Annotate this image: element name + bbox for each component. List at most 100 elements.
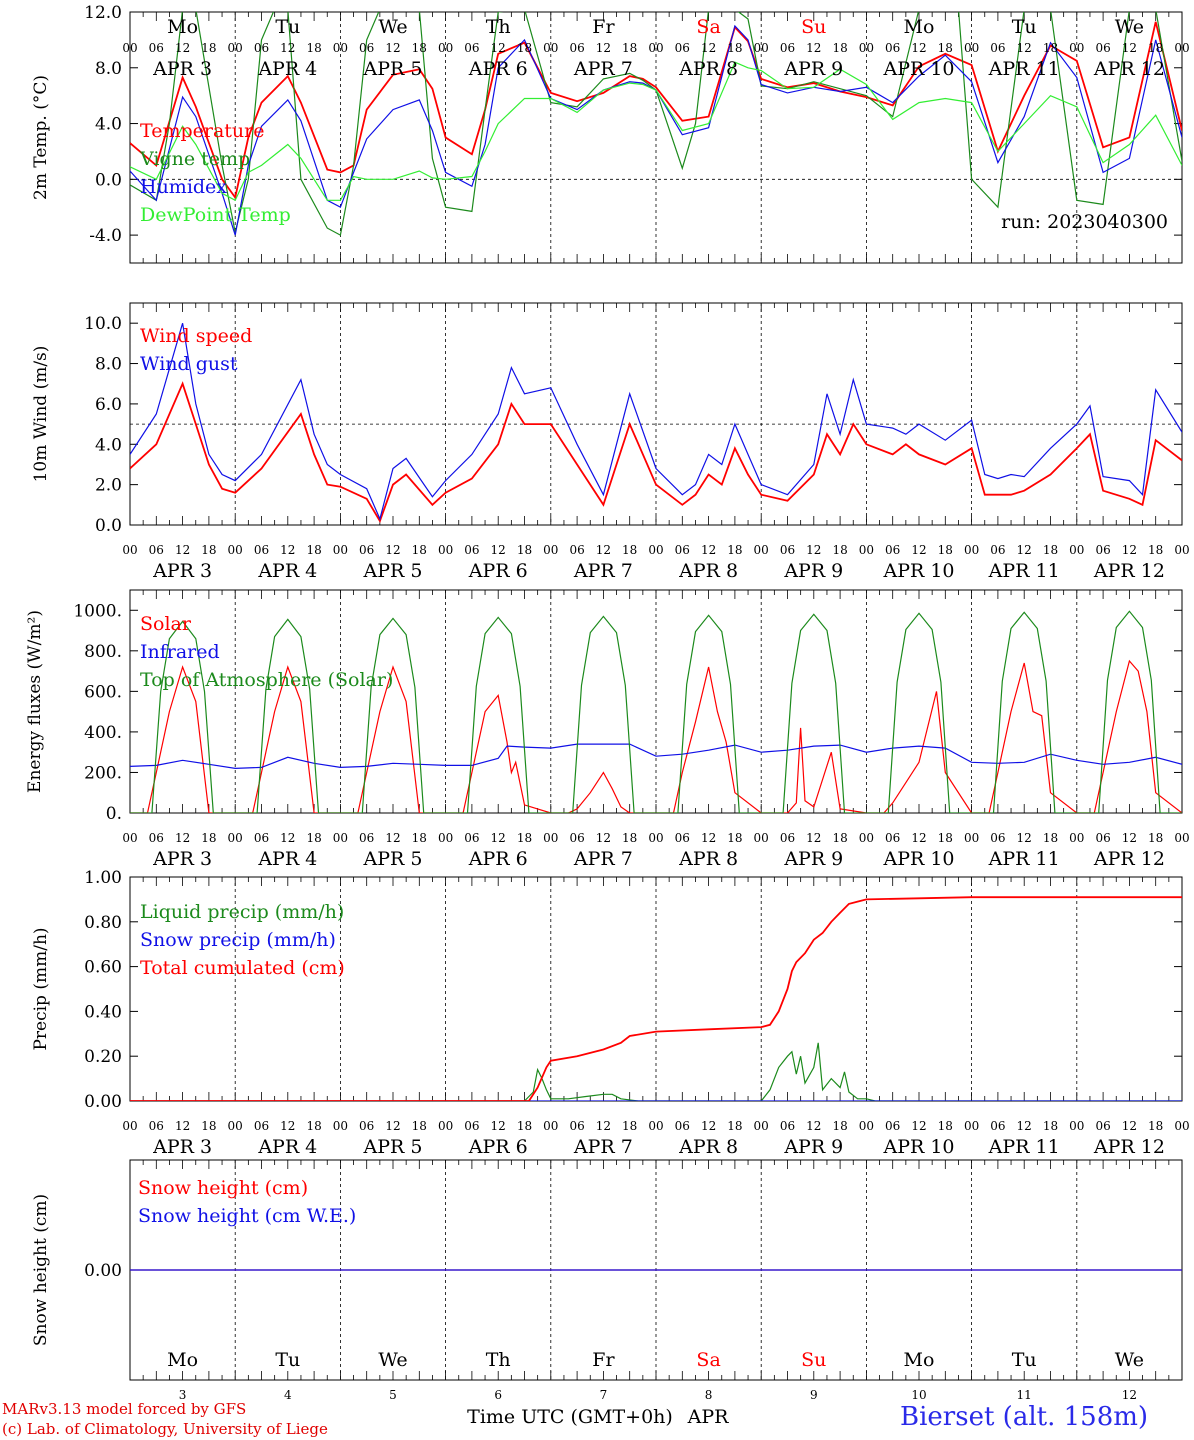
- hour-label: 00: [333, 1119, 348, 1133]
- date-label: APR 6: [468, 848, 528, 870]
- hour-label: 06: [780, 543, 795, 557]
- hour-label: 18: [938, 41, 953, 55]
- hour-label: 06: [359, 41, 374, 55]
- hour-label: 18: [201, 831, 216, 845]
- date-label: APR 3: [152, 560, 212, 582]
- hour-label: 12: [701, 41, 716, 55]
- hour-label: 00: [438, 543, 453, 557]
- series-line-infrared: [130, 743, 1182, 770]
- hour-label: 12: [1017, 1119, 1032, 1133]
- hour-label: 12: [806, 41, 821, 55]
- hour-label: 12: [491, 543, 506, 557]
- date-label: APR 6: [468, 560, 528, 582]
- hour-label: 00: [543, 1119, 558, 1133]
- hour-label: 00: [754, 41, 769, 55]
- hour-label: 12: [596, 1119, 611, 1133]
- day-number: 4: [284, 1388, 292, 1402]
- y-tick-label: 10.0: [84, 314, 122, 334]
- station-name: Bierset (alt. 158m): [900, 1402, 1149, 1432]
- hour-label: 06: [1095, 1119, 1110, 1133]
- hour-label: 06: [254, 1119, 269, 1133]
- day-number: 7: [600, 1388, 608, 1402]
- weekday-label: Th: [486, 16, 511, 38]
- hour-label: 06: [149, 831, 164, 845]
- y-tick-label: 8.0: [95, 355, 122, 375]
- y-tick-label: 8.0: [95, 59, 122, 79]
- hour-label: 00: [228, 41, 243, 55]
- date-label: APR 11: [988, 848, 1060, 870]
- legend-entry: Snow height (cm): [138, 1177, 308, 1199]
- y-tick-label: 0.80: [84, 913, 122, 933]
- weekday-label: Su: [801, 16, 826, 38]
- hour-label: 06: [149, 543, 164, 557]
- hour-label: 12: [385, 831, 400, 845]
- hour-label: 18: [517, 1119, 532, 1133]
- y-tick-label: 800.: [84, 642, 122, 662]
- hour-label: 00: [859, 543, 874, 557]
- hour-label: 00: [438, 41, 453, 55]
- hour-label: 12: [701, 1119, 716, 1133]
- weekday-label: Mo: [904, 1349, 935, 1371]
- date-label: APR 9: [783, 1136, 843, 1158]
- day-number: 6: [494, 1388, 502, 1402]
- hour-label: 06: [780, 1119, 795, 1133]
- hour-label: 12: [491, 41, 506, 55]
- hour-label: 06: [675, 1119, 690, 1133]
- y-axis-title: 2m Temp. (°C): [31, 75, 51, 200]
- hour-label: 18: [412, 1119, 427, 1133]
- date-label: APR 6: [468, 1136, 528, 1158]
- date-label: APR 8: [678, 560, 738, 582]
- y-tick-label: 1000.: [73, 601, 122, 621]
- hour-label: 18: [517, 41, 532, 55]
- hour-label: 00: [333, 831, 348, 845]
- hour-label: 18: [517, 831, 532, 845]
- hour-label: 12: [806, 831, 821, 845]
- series-line-total-cumulated-cm-: [130, 896, 1182, 1101]
- hour-label: 06: [464, 41, 479, 55]
- hour-label: 12: [280, 543, 295, 557]
- y-tick-label: 0.0: [95, 170, 122, 190]
- hour-label: 12: [1122, 41, 1137, 55]
- hour-label: 18: [1148, 1119, 1163, 1133]
- hour-label: 12: [911, 41, 926, 55]
- series-line-wind-speed: [130, 381, 1182, 524]
- hour-label: 00: [859, 41, 874, 55]
- date-label: APR 10: [882, 1136, 954, 1158]
- y-tick-label: 0.00: [84, 1261, 122, 1281]
- hour-label: 18: [727, 831, 742, 845]
- weekday-label: Sa: [696, 16, 720, 38]
- hour-label: 00: [964, 543, 979, 557]
- hour-label: 00: [964, 831, 979, 845]
- date-label: APR 12: [1093, 58, 1165, 80]
- hour-label: 00: [859, 1119, 874, 1133]
- hour-label: 00: [1069, 543, 1084, 557]
- hour-label: 12: [385, 543, 400, 557]
- series-line-wind-gust: [130, 323, 1182, 521]
- legend-entry: Total cumulated (cm): [140, 957, 345, 979]
- y-tick-label: 0.: [106, 804, 122, 824]
- hour-label: 06: [254, 543, 269, 557]
- weekday-label: We: [1115, 1349, 1144, 1371]
- y-axis-title: Snow height (cm): [31, 1194, 51, 1346]
- hour-label: 06: [464, 543, 479, 557]
- weekday-label: We: [378, 1349, 407, 1371]
- y-tick-label: 6.0: [95, 395, 122, 415]
- hour-label: 00: [964, 41, 979, 55]
- y-tick-label: 400.: [84, 723, 122, 743]
- day-number: 8: [705, 1388, 713, 1402]
- legend-entry: Wind speed: [140, 325, 252, 347]
- weekday-label: Tu: [1012, 1349, 1037, 1371]
- legend-entry: Solar: [140, 613, 192, 635]
- weekday-label: Tu: [1012, 16, 1037, 38]
- legend-entry: Temperature: [140, 120, 264, 142]
- hour-label: 00: [648, 1119, 663, 1133]
- date-label: APR 5: [363, 1136, 423, 1158]
- hour-label: 12: [175, 41, 190, 55]
- hour-label: 12: [385, 1119, 400, 1133]
- hour-label: 00: [228, 1119, 243, 1133]
- date-label: APR 11: [988, 560, 1060, 582]
- legend-entry: Snow precip (mm/h): [140, 929, 336, 951]
- date-label: APR 8: [678, 58, 738, 80]
- hour-label: 12: [911, 543, 926, 557]
